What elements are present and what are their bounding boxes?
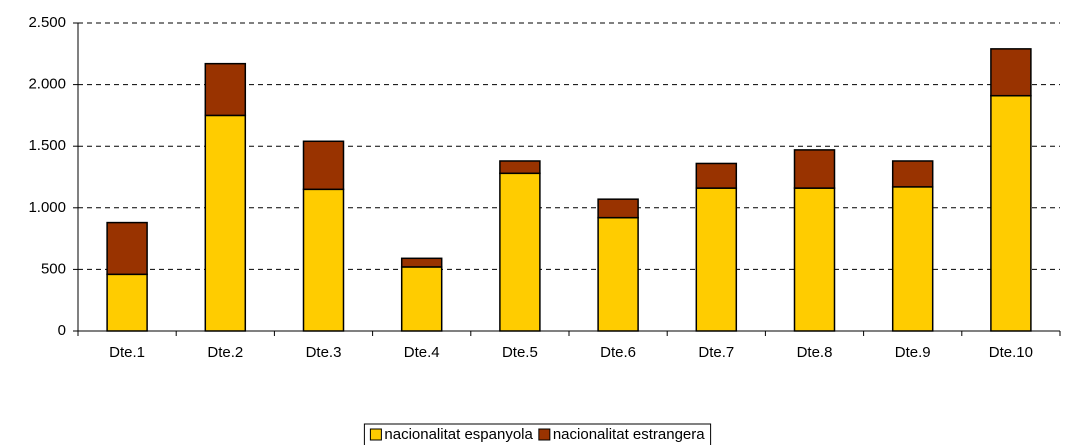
legend-swatch [538,428,551,441]
bar-segment [302,140,345,191]
bar-segment [990,94,1032,332]
bar-segment [400,257,443,268]
legend-label: nacionalitat estrangera [553,426,705,443]
legend-swatch [369,428,382,441]
x-tick-label: Dte.3 [306,344,342,361]
bar-segment [204,114,247,332]
bar-segment [499,160,541,175]
x-tick-label: Dte.9 [895,344,931,361]
bar-segment [204,62,247,117]
x-tick-label: Dte.6 [600,344,636,361]
x-tick-label: Dte.8 [797,344,833,361]
bar-segment [106,221,148,276]
x-tick-label: Dte.5 [502,344,538,361]
bar-segment [302,188,345,332]
legend-label: nacionalitat espanyola [384,426,533,443]
y-tick-label: 500 [41,260,66,277]
y-tick-label: 1.500 [28,137,66,154]
x-tick-label: Dte.7 [698,344,734,361]
bar-segment [793,187,836,332]
x-tick-label: Dte.4 [404,344,440,361]
legend [363,423,712,445]
bar-segment [400,266,443,332]
y-tick-label: 2.500 [28,14,66,31]
bar-segment [106,273,148,332]
bar-segment [891,186,934,332]
y-tick-label: 0 [58,322,66,339]
bar-segment [891,160,934,188]
bar-segment [793,149,836,189]
bar-segment [695,162,738,189]
x-tick-label: Dte.10 [989,344,1033,361]
x-tick-label: Dte.2 [207,344,243,361]
bar-segment [990,48,1032,97]
y-tick-label: 2.000 [28,76,66,93]
x-tick-label: Dte.1 [109,344,145,361]
bar-segment [597,216,639,332]
bar-segment [597,198,639,219]
y-tick-label: 1.000 [28,199,66,216]
bar-segment [499,172,541,332]
bar-segment [695,187,738,332]
